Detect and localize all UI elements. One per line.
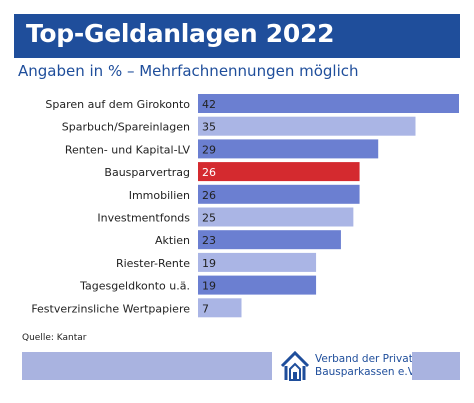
source-note: Quelle: Kantar bbox=[22, 333, 87, 343]
category-label-0: Sparen auf dem Girokonto bbox=[45, 98, 190, 111]
category-label-7: Riester-Rente bbox=[116, 257, 190, 270]
value-label-2: 29 bbox=[202, 143, 216, 156]
value-label-6: 23 bbox=[202, 234, 216, 247]
value-label-0: 42 bbox=[202, 98, 216, 111]
chart-subtitle: Angaben in % – Mehrfachnennungen möglich bbox=[18, 62, 359, 80]
value-label-8: 19 bbox=[202, 280, 216, 293]
category-label-5: Investmentfonds bbox=[97, 212, 190, 225]
value-label-7: 19 bbox=[202, 257, 216, 270]
bar-2 bbox=[198, 139, 379, 159]
bar-8 bbox=[198, 275, 317, 295]
logo-text: Verband der Privaten Bausparkassen e.V. bbox=[315, 353, 426, 379]
value-label-9: 7 bbox=[202, 302, 209, 315]
category-label-3: Bausparvertrag bbox=[104, 166, 190, 179]
value-label-1: 35 bbox=[202, 121, 216, 134]
chart-title: Top-Geldanlagen 2022 bbox=[26, 19, 335, 48]
bar-6 bbox=[198, 230, 341, 250]
bar-7 bbox=[198, 252, 317, 272]
bar-4 bbox=[198, 184, 360, 204]
footer-bar-right bbox=[412, 352, 460, 380]
bar-9 bbox=[198, 298, 242, 318]
category-label-1: Sparbuch/Spareinlagen bbox=[62, 121, 190, 134]
logo-line-1: Verband der Privaten bbox=[315, 353, 426, 365]
category-label-2: Renten- und Kapital-LV bbox=[65, 143, 191, 156]
bar-1 bbox=[198, 116, 416, 136]
category-label-8: Tagesgeldkonto u.ä. bbox=[79, 280, 190, 293]
bar-0 bbox=[198, 94, 459, 113]
footer-bar-left bbox=[22, 352, 272, 380]
category-label-9: Festverzinsliche Wertpapiere bbox=[31, 302, 190, 315]
bar-3 bbox=[198, 162, 360, 182]
title-bar: Top-Geldanlagen 2022 bbox=[14, 14, 460, 58]
value-label-5: 25 bbox=[202, 212, 216, 225]
category-label-6: Aktien bbox=[155, 234, 190, 247]
house-logo-icon bbox=[280, 350, 310, 381]
bar-5 bbox=[198, 207, 354, 227]
value-label-4: 26 bbox=[202, 189, 216, 202]
logo-line-2: Bausparkassen e.V. bbox=[315, 366, 417, 378]
category-label-4: Immobilien bbox=[129, 189, 190, 202]
value-label-3: 26 bbox=[202, 166, 216, 179]
bar-chart: 42 Sparen auf dem Girokonto 35 Sparbuch/Spa… bbox=[31, 94, 459, 318]
